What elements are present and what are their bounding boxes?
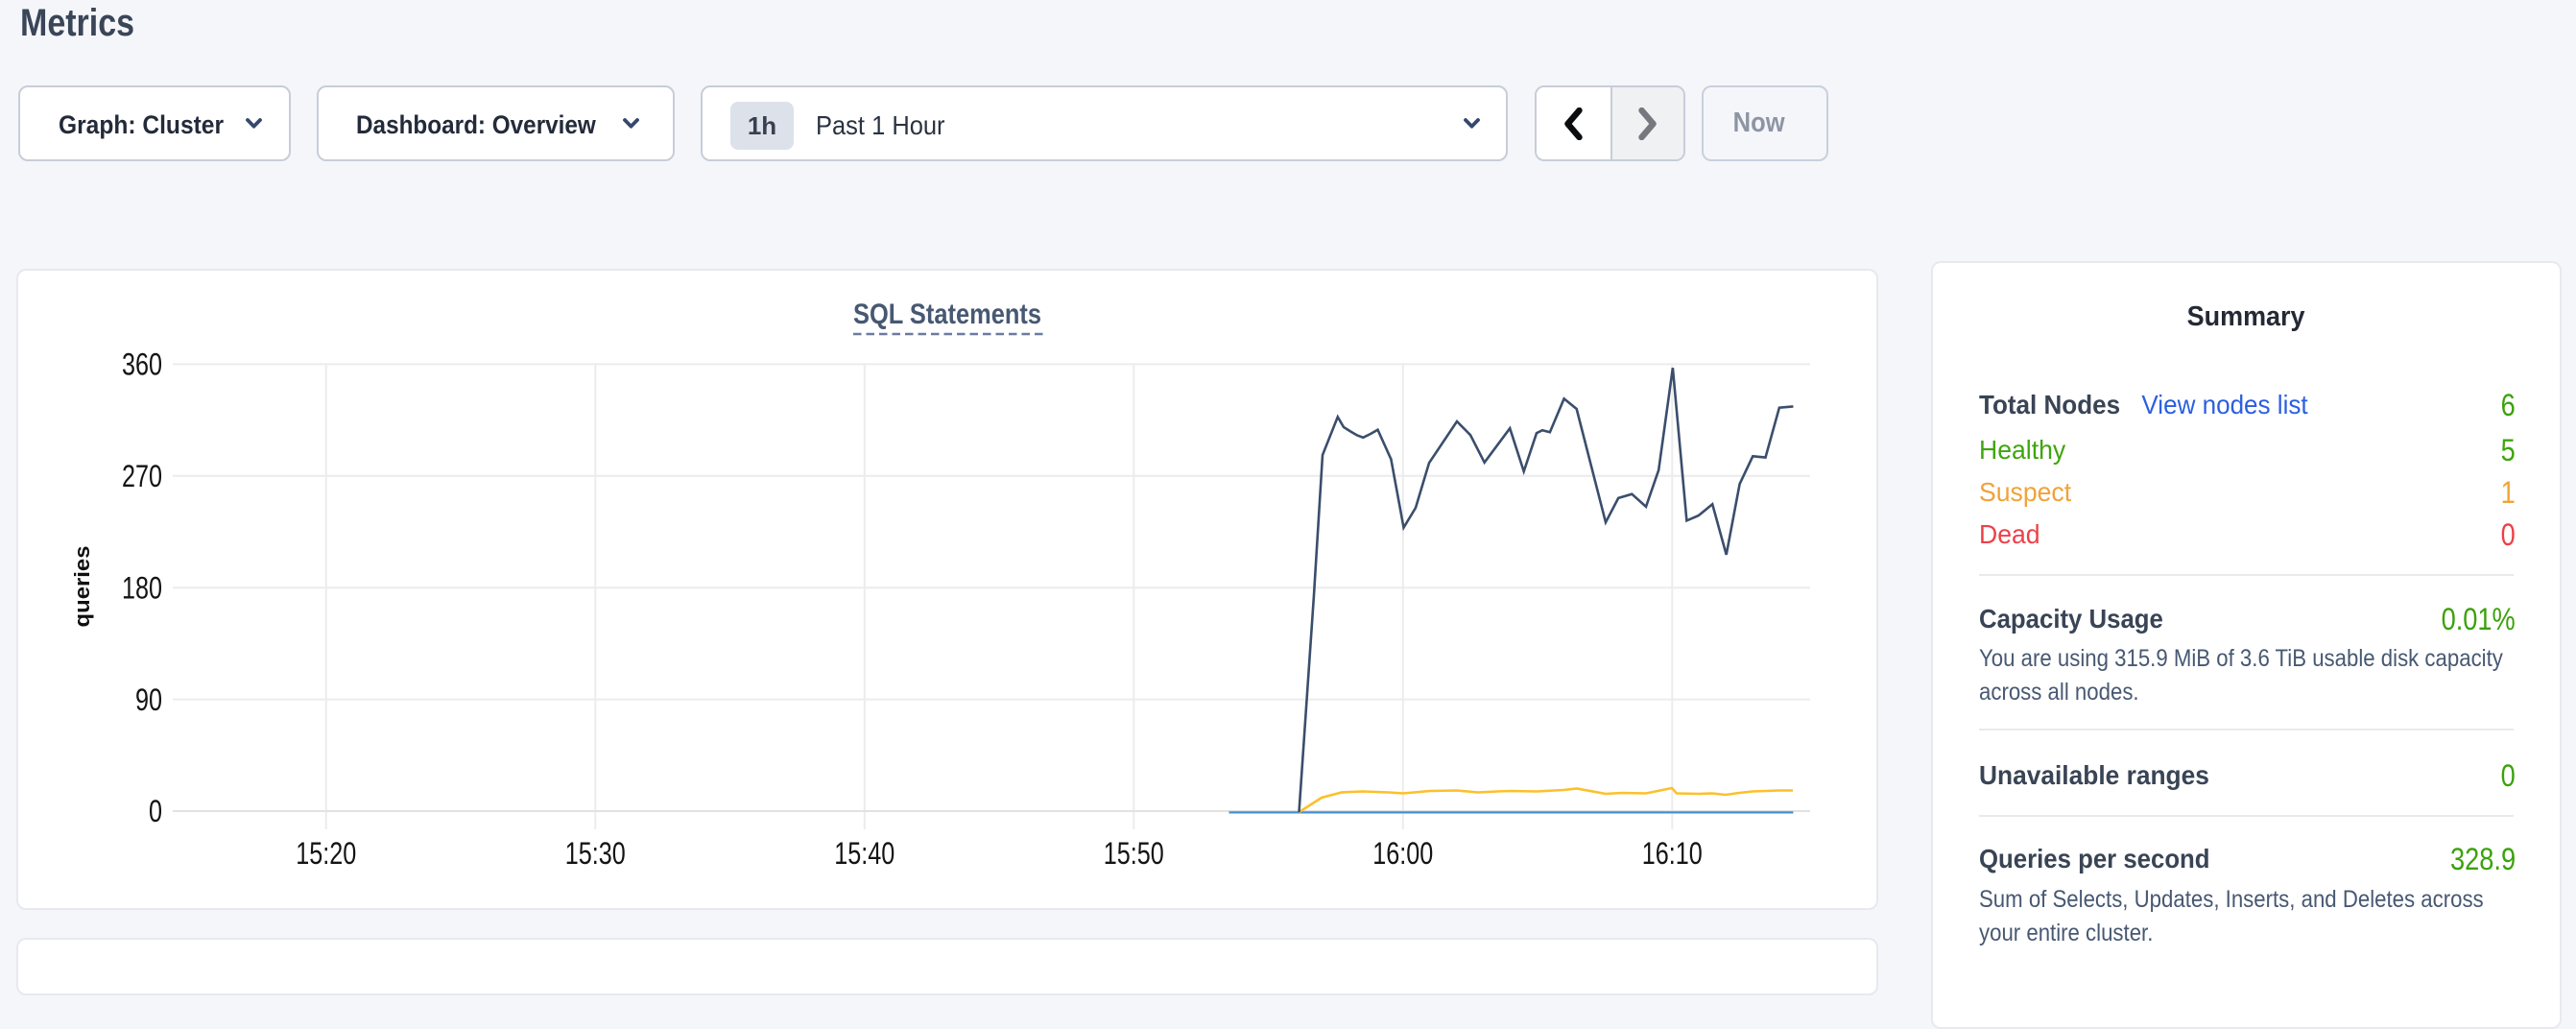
svg-text:15:50: 15:50 <box>1104 836 1164 871</box>
svg-text:15:20: 15:20 <box>296 836 356 871</box>
svg-text:360: 360 <box>122 347 162 382</box>
svg-text:90: 90 <box>135 682 162 717</box>
svg-text:16:00: 16:00 <box>1372 836 1433 871</box>
svg-text:SQL Statements: SQL Statements <box>853 299 1041 330</box>
svg-text:16:10: 16:10 <box>1642 836 1703 871</box>
svg-text:15:30: 15:30 <box>565 836 626 871</box>
svg-text:180: 180 <box>122 570 162 605</box>
svg-text:15:40: 15:40 <box>834 836 894 871</box>
svg-text:0: 0 <box>149 794 162 828</box>
svg-text:270: 270 <box>122 459 162 493</box>
svg-text:queries: queries <box>70 546 94 628</box>
